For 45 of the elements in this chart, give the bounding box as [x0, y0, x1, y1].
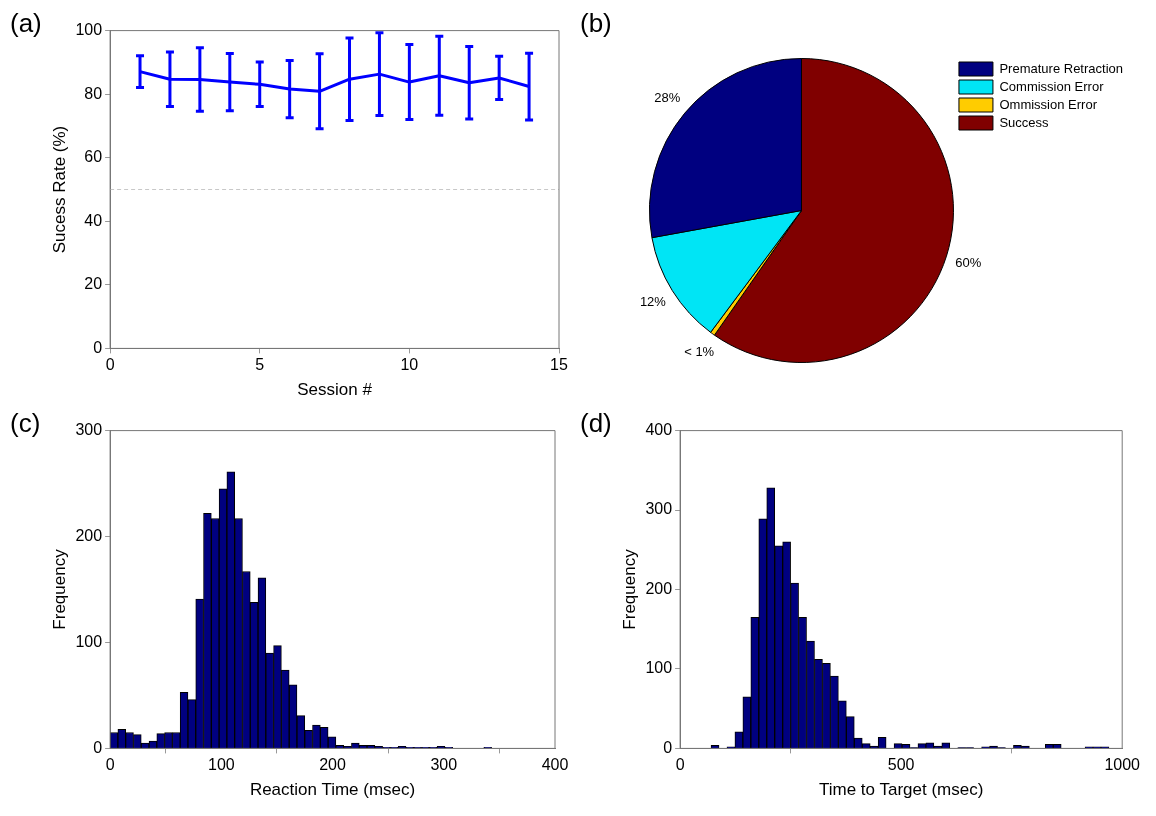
- x-tick-label: 0: [675, 756, 685, 774]
- x-tick-label: 100: [207, 756, 235, 774]
- y-tick-label: 20: [84, 275, 103, 293]
- x-tick-label: 1000: [1104, 756, 1141, 774]
- x-tick-label: 400: [541, 756, 569, 774]
- y-axis-title: Frequency: [49, 548, 69, 630]
- data-label: 60%: [955, 254, 982, 270]
- data-label: < 1%: [684, 343, 715, 359]
- y-axis-title: Frequency: [619, 548, 639, 630]
- chart-title: (b): [580, 8, 612, 39]
- y-tick-label: 40: [84, 211, 103, 229]
- y-tick-label: 0: [663, 738, 673, 756]
- y-tick-label: 100: [645, 659, 673, 677]
- y-tick-label: 300: [75, 421, 103, 439]
- legend-label: Commission Error: [999, 78, 1105, 94]
- x-tick-label: 500: [887, 756, 915, 774]
- legend-label: Premature Retraction: [999, 60, 1124, 76]
- y-tick-label: 100: [75, 632, 103, 650]
- y-tick-label: 300: [645, 500, 673, 518]
- x-tick-label: 10: [400, 356, 419, 374]
- x-tick-label: 5: [255, 356, 265, 374]
- y-tick-label: 0: [93, 738, 103, 756]
- x-axis-title: Reaction Time (msec): [249, 780, 416, 800]
- x-axis-title: Session #: [297, 380, 373, 400]
- data-label: 28%: [654, 90, 681, 106]
- y-tick-label: 0: [93, 338, 103, 356]
- chart-title: (a): [10, 8, 42, 39]
- y-axis-title: Sucess Rate (%): [49, 125, 69, 254]
- chart-title: (d): [580, 408, 612, 439]
- data-label: 12%: [639, 294, 667, 310]
- legend-label: Ommission Error: [999, 96, 1098, 112]
- x-tick-label: 300: [430, 756, 458, 774]
- x-tick-label: 15: [550, 356, 568, 374]
- y-tick-label: 100: [75, 21, 103, 39]
- x-axis-title: Time to Target (msec): [818, 780, 984, 800]
- x-tick-label: 200: [319, 756, 346, 774]
- y-tick-label: 60: [84, 148, 103, 166]
- x-tick-label: 0: [105, 756, 115, 774]
- y-tick-label: 200: [75, 526, 103, 544]
- x-tick-label: 0: [105, 356, 115, 374]
- legend-label: Success: [999, 114, 1050, 130]
- y-tick-label: 400: [645, 421, 673, 439]
- y-tick-label: 200: [645, 579, 673, 597]
- chart-title: (c): [10, 408, 41, 439]
- y-tick-label: 80: [84, 84, 103, 102]
